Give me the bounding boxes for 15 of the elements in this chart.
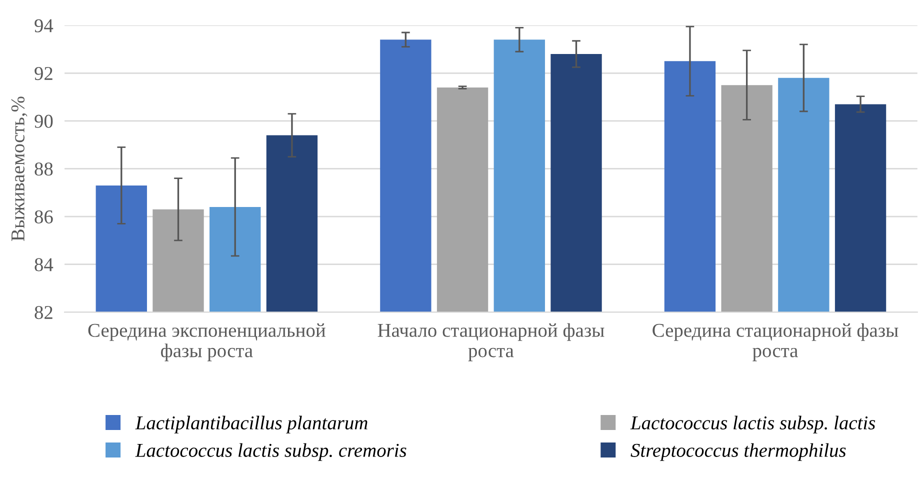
x-tick-label: Середина экспоненциальной фазы роста [88, 323, 326, 362]
legend-label: Lactiplantibacillus plantarum [135, 416, 368, 434]
y-tick-label: 88 [34, 162, 53, 176]
legend-label: Lactococcus lactis subsp. lactis [630, 416, 876, 434]
y-tick-label: 86 [34, 210, 53, 224]
x-tick-label: Середина стационарной фазы роста [652, 323, 898, 362]
y-axis-title: Выживаемость,% [11, 96, 28, 241]
y-tick-label: 94 [34, 19, 54, 32]
y-tick-label: 92 [34, 67, 52, 80]
legend-label: Lactococcus lactis subsp. cremoris [135, 443, 406, 461]
y-tick-label: 84 [34, 258, 54, 272]
y-tick-label: 90 [34, 114, 53, 128]
x-tick-label: Начало стационарной фазы роста [378, 323, 604, 362]
y-tick-label: 82 [34, 306, 52, 320]
legend-label: Streptococcus thermophilus [630, 443, 846, 461]
